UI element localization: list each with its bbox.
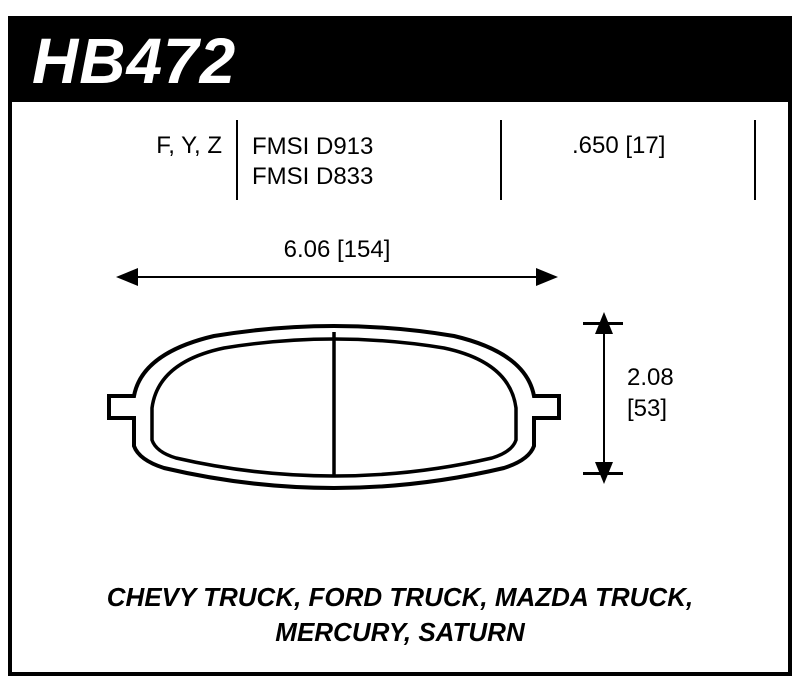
spec-row: F, Y, Z FMSI D913 FMSI D833 .650 [17]: [12, 120, 788, 210]
height-dimension: 2.08 [53]: [597, 302, 717, 502]
header-bar: HB472: [12, 20, 788, 102]
height-label: 2.08 [53]: [627, 362, 674, 424]
diagram-frame: HB472 F, Y, Z FMSI D913 FMSI D833 .650 […: [8, 16, 792, 676]
extension-line: [583, 472, 623, 475]
width-dimension: 6.06 [154]: [122, 240, 552, 290]
height-mm: [53]: [627, 393, 674, 424]
divider: [754, 120, 756, 200]
brake-pad-outline: [94, 318, 594, 518]
arrow-right-icon: [536, 268, 558, 286]
width-label: 6.06 [154]: [122, 236, 552, 264]
dimension-line: [603, 328, 605, 468]
fmsi-code-1: FMSI D913: [252, 132, 472, 162]
part-number: HB472: [32, 24, 236, 98]
vehicle-applications: CHEVY TRUCK, FORD TRUCK, MAZDA TRUCK, ME…: [12, 580, 788, 650]
applications-line-1: CHEVY TRUCK, FORD TRUCK, MAZDA TRUCK,: [12, 580, 788, 615]
thickness-spec: .650 [17]: [572, 132, 742, 160]
fmsi-code-2: FMSI D833: [252, 162, 472, 192]
fmsi-codes: FMSI D913 FMSI D833: [252, 132, 472, 192]
dimension-line: [132, 276, 542, 278]
compound-codes: F, Y, Z: [42, 132, 222, 160]
divider: [500, 120, 502, 200]
diagram-area: 6.06 [154] 2.08 [53]: [12, 240, 788, 570]
divider: [236, 120, 238, 200]
height-inches: 2.08: [627, 362, 674, 393]
applications-line-2: MERCURY, SATURN: [12, 615, 788, 650]
